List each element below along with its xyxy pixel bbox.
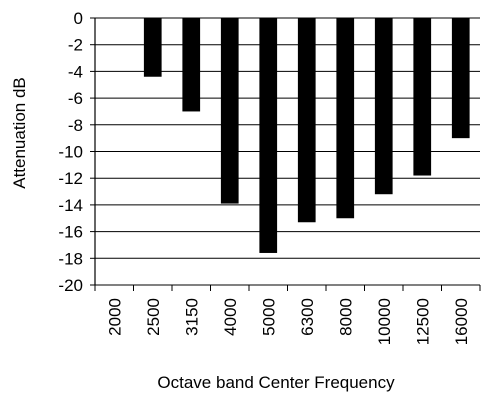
y-tick-label: -20 (58, 276, 83, 295)
y-tick-labels: 0 -2 -4 -6 -8 -10 -12 -14 -16 -18 -20 (58, 9, 83, 295)
bar-16000 (452, 18, 470, 138)
y-axis-title: Attenuation dB (10, 77, 29, 189)
x-tick-label: 8000 (336, 298, 355, 336)
y-tick-label: -8 (68, 116, 83, 135)
x-tick-label: 6300 (298, 298, 317, 336)
x-tick-label: 12500 (413, 298, 432, 345)
bar-2500 (144, 18, 162, 77)
bar-5000 (259, 18, 277, 253)
bars (105, 18, 469, 253)
bar-10000 (375, 18, 393, 194)
x-tick-label: 10000 (375, 298, 394, 345)
y-tick-label: -14 (58, 196, 83, 215)
bar-2000 (105, 18, 123, 19)
x-tick-label: 5000 (259, 298, 278, 336)
y-tick-label: -10 (58, 143, 83, 162)
x-tick-label: 16000 (452, 298, 471, 345)
y-tick-label: -4 (68, 62, 83, 81)
y-tick-label: -18 (58, 249, 83, 268)
y-tick-label: -12 (58, 169, 83, 188)
y-tick-label: -2 (68, 36, 83, 55)
x-tick-label: 2500 (144, 298, 163, 336)
bar-12500 (413, 18, 431, 176)
y-tick-label: -6 (68, 89, 83, 108)
x-tick-label: 3150 (182, 298, 201, 336)
x-tick-labels: 2000 2500 3150 4000 5000 6300 8000 10000 12500 16… (105, 298, 471, 345)
bar-6300 (298, 18, 316, 222)
x-axis-title: Octave band Center Frequency (157, 373, 395, 392)
y-tick-label: -16 (58, 223, 83, 242)
bar-3150 (182, 18, 200, 111)
x-tick-label: 2000 (105, 298, 124, 336)
x-tick-label: 4000 (221, 298, 240, 336)
bar-8000 (336, 18, 354, 218)
y-tick-label: 0 (74, 9, 83, 28)
bar-4000 (221, 18, 239, 204)
